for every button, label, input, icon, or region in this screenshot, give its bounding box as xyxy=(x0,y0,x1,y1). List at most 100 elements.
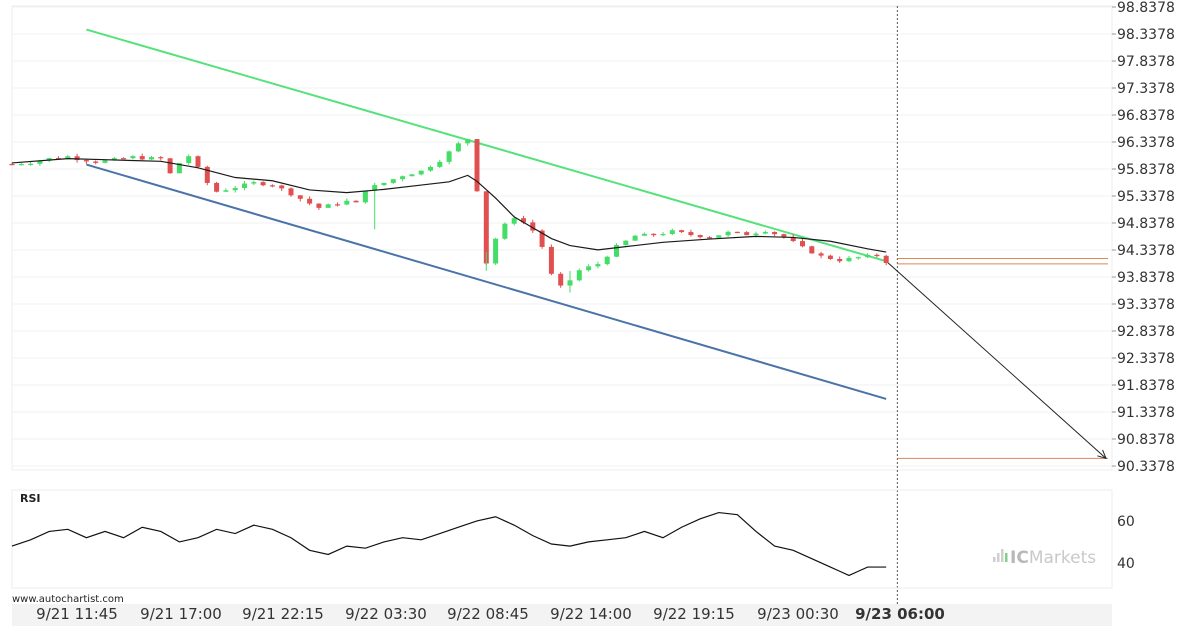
candle xyxy=(18,162,24,166)
y-tick-label: 97.3378 xyxy=(1117,81,1175,97)
candle xyxy=(139,153,145,161)
candle xyxy=(288,187,294,197)
candle xyxy=(269,184,275,188)
moving-average xyxy=(11,158,887,253)
candle-body xyxy=(269,185,275,187)
y-tick-label: 98.8378 xyxy=(1117,0,1175,16)
candle xyxy=(74,153,80,163)
candle-body xyxy=(428,166,433,171)
candle-body xyxy=(781,234,787,237)
candle xyxy=(455,141,461,153)
candle-body xyxy=(288,188,294,196)
candle-body xyxy=(493,238,499,264)
support-line xyxy=(86,163,887,400)
rsi-line xyxy=(11,511,887,577)
candle-body xyxy=(474,139,480,192)
candle-body xyxy=(390,179,396,183)
candle-body xyxy=(558,273,564,286)
candle-body xyxy=(74,156,80,161)
candle-body xyxy=(800,241,805,247)
candle xyxy=(279,184,285,191)
candle-body xyxy=(539,230,545,247)
candle-body xyxy=(855,257,861,259)
candle-body xyxy=(83,160,89,162)
candle xyxy=(56,156,61,160)
candle xyxy=(697,234,703,239)
candle-body xyxy=(9,164,15,166)
candle-body xyxy=(214,182,220,192)
candle xyxy=(679,229,685,234)
brand-logo: ICMarkets xyxy=(993,548,1096,568)
candle-body xyxy=(688,232,694,236)
brand-name: Markets xyxy=(1029,548,1096,568)
candle-body xyxy=(232,187,238,191)
y-tick-label: 90.3378 xyxy=(1117,459,1175,475)
candle xyxy=(316,203,322,211)
candle-body xyxy=(362,190,368,203)
rsi-panel: 60 40 xyxy=(11,489,1135,589)
candle-body xyxy=(716,235,722,238)
time-axis-band xyxy=(12,604,1112,626)
candle-body xyxy=(242,183,247,188)
candle xyxy=(865,253,871,259)
candle-body xyxy=(837,258,843,262)
candle-body xyxy=(260,182,266,186)
candle-body xyxy=(502,223,508,239)
candle-body xyxy=(176,163,182,174)
y-tick-label: 90.8378 xyxy=(1117,432,1175,448)
candle-body xyxy=(418,170,424,175)
candle-body xyxy=(46,158,52,161)
candle xyxy=(195,155,201,169)
candle-body xyxy=(18,164,24,166)
candle xyxy=(223,188,229,193)
candle-body xyxy=(158,157,164,159)
y-tick-label: 93.3378 xyxy=(1117,297,1175,313)
candle xyxy=(400,175,406,182)
y-tick-label: 95.3378 xyxy=(1117,189,1175,205)
candle xyxy=(837,256,843,263)
candle-body xyxy=(809,246,815,254)
candle xyxy=(307,196,313,206)
candle xyxy=(734,231,740,234)
y-tick-label: 93.8378 xyxy=(1117,270,1175,286)
candle-body xyxy=(56,158,61,160)
candle xyxy=(558,272,564,288)
candle xyxy=(818,251,824,259)
candle-body xyxy=(744,232,750,236)
candle-body xyxy=(651,233,657,236)
candle-body xyxy=(37,160,43,164)
candle xyxy=(883,254,889,266)
candle xyxy=(437,159,443,169)
rsi-tick-label: 40 xyxy=(1117,556,1135,572)
candle-body xyxy=(883,255,889,263)
candle-body xyxy=(483,191,489,264)
candle xyxy=(781,233,787,239)
candle-body xyxy=(204,166,210,183)
candle-body xyxy=(548,246,554,274)
candle xyxy=(716,235,722,238)
candle-body xyxy=(381,182,387,186)
candle xyxy=(362,190,368,204)
candle-body xyxy=(595,264,601,267)
y-tick-label: 96.8378 xyxy=(1117,108,1175,124)
candle-body xyxy=(818,253,824,256)
candle xyxy=(855,256,861,260)
candle xyxy=(167,157,173,174)
candle-body xyxy=(632,235,638,241)
candle-body xyxy=(772,231,778,235)
candle xyxy=(641,232,647,236)
candle xyxy=(809,245,815,254)
rsi-tick-label: 60 xyxy=(1117,514,1135,530)
time-axis: 9/21 11:45 9/21 17:00 9/21 22:15 9/22 03:30… xyxy=(12,604,1112,626)
candle-body xyxy=(167,158,173,174)
resistance-line xyxy=(86,28,887,263)
candle-body xyxy=(614,245,619,257)
candle xyxy=(474,138,480,192)
candle-body xyxy=(307,198,313,204)
candle xyxy=(186,154,192,165)
candle xyxy=(604,255,610,266)
candle-body xyxy=(846,257,852,262)
watermark: www.autochartist.com xyxy=(12,594,124,605)
candle-body xyxy=(139,156,145,160)
